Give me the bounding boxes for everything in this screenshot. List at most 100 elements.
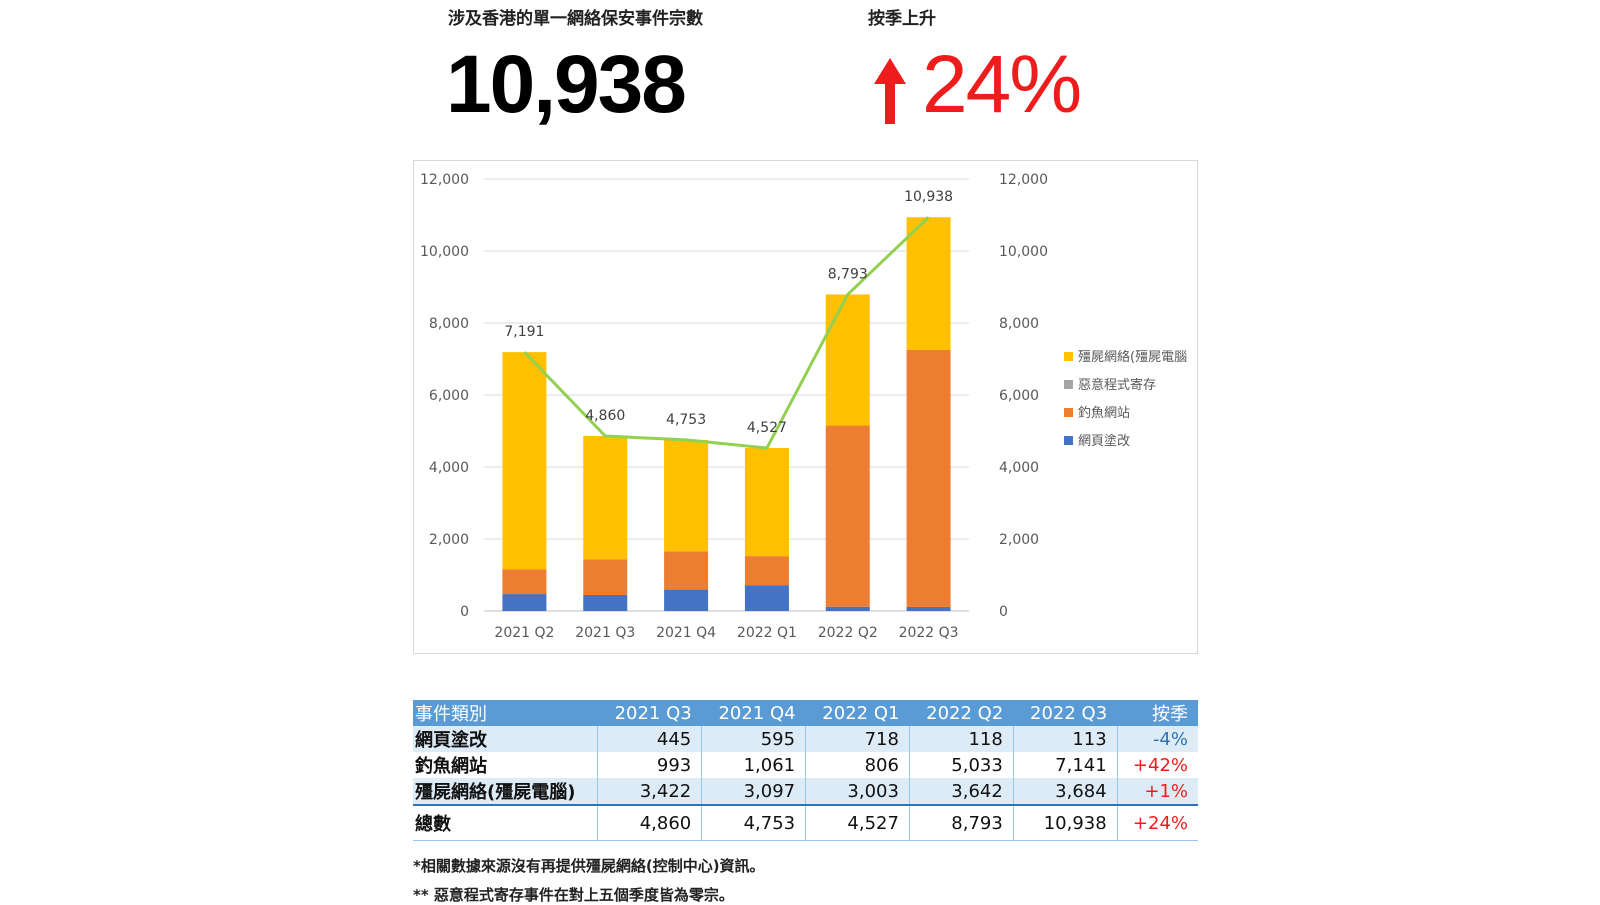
x-tick-label: 2022 Q2 [818, 625, 878, 641]
total-label: 總數 [413, 804, 599, 841]
x-tick-label: 2021 Q4 [656, 625, 716, 641]
x-tick-label: 2021 Q3 [575, 625, 635, 641]
chart-canvas: 0 0 2,000 2,000 4,000 4,000 6,000 6,000 8,000 8,0… [420, 172, 1187, 641]
table-cell: 993 [597, 752, 703, 778]
y-tick-label-right: 4,000 [999, 460, 1039, 476]
total-line [523, 216, 930, 450]
data-label: 10,938 [904, 189, 953, 205]
bar-segment [583, 559, 628, 595]
bar-segment [825, 606, 870, 611]
y-tick-label-right: 8,000 [999, 316, 1039, 332]
bar-segment [502, 594, 547, 611]
quarterly-change-label: 按季上升 [868, 9, 936, 29]
change-cell: +24% [1117, 804, 1198, 841]
data-label: 4,860 [585, 408, 625, 424]
y-tick-label-left: 10,000 [420, 244, 469, 260]
legend-label: 惡意程式寄存 [1078, 377, 1156, 393]
table-row: 殭屍網絡(殭屍電腦) 3,422 3,097 3,003 3,642 3,684… [413, 778, 1198, 805]
bar-segment [906, 217, 951, 350]
bar-segment [906, 606, 951, 611]
table-cell: 5,033 [909, 752, 1014, 778]
table-header-cell: 2022 Q1 [805, 700, 910, 726]
y-tick-label-left: 2,000 [429, 532, 469, 548]
table-cell: 10,938 [1013, 804, 1118, 841]
bar-segment [825, 425, 870, 607]
row-label: 釣魚網站 [413, 752, 599, 778]
table-cell: 3,422 [597, 778, 703, 805]
total-incidents-label: 涉及香港的單一網絡保安事件宗數 [448, 9, 703, 29]
bar-segment [583, 436, 628, 560]
bar-segment [583, 594, 628, 611]
data-label: 4,753 [666, 412, 706, 428]
up-arrow-icon [870, 56, 910, 126]
x-tick-label: 2022 Q1 [737, 625, 797, 641]
table-cell: 3,684 [1013, 778, 1118, 805]
table-total-row: 總數 4,860 4,753 4,527 8,793 10,938 +24% [413, 804, 1198, 841]
table-cell: 118 [909, 726, 1014, 752]
legend-swatch [1064, 380, 1073, 389]
data-label: 7,191 [504, 324, 544, 340]
table-row: 釣魚網站 993 1,061 806 5,033 7,141 +42% [413, 752, 1198, 778]
table-cell: 595 [701, 726, 807, 752]
bar-segment [664, 551, 709, 590]
bar-segment [664, 589, 709, 611]
table-cell: 8,793 [909, 804, 1014, 841]
bar-segment [744, 556, 789, 586]
table-cell: 3,097 [701, 778, 807, 805]
footnote-botnet: *相關數據來源沒有再提供殭屍網絡(控制中心)資訊。 [413, 857, 765, 875]
legend-swatch [1064, 408, 1073, 417]
bar-segment [502, 569, 547, 595]
table-cell: 4,860 [597, 804, 703, 841]
y-tick-label-left: 12,000 [420, 172, 469, 188]
data-label: 8,793 [828, 266, 868, 282]
change-cell: +1% [1117, 778, 1198, 805]
y-tick-label-right: 10,000 [999, 244, 1048, 260]
table-header-cell: 按季 [1117, 700, 1198, 726]
y-tick-label-left: 8,000 [429, 316, 469, 332]
legend-label: 釣魚網站 [1078, 405, 1130, 421]
table-cell: 4,527 [805, 804, 910, 841]
table-header-cell: 2022 Q3 [1013, 700, 1118, 726]
y-tick-label-right: 12,000 [999, 172, 1048, 188]
legend-label: 網頁塗改 [1078, 433, 1130, 449]
table-cell: 3,003 [805, 778, 910, 805]
x-tick-label: 2022 Q3 [899, 625, 959, 641]
data-label: 4,527 [747, 420, 787, 436]
quarterly-change-value: 24% [922, 39, 1082, 130]
table-header-cell: 2022 Q2 [909, 700, 1014, 726]
table-header-cell: 2021 Q3 [597, 700, 702, 726]
table-cell: 1,061 [701, 752, 807, 778]
table-cell: 718 [805, 726, 910, 752]
table-row: 網頁塗改 445 595 718 118 113 -4% [413, 726, 1198, 752]
y-tick-label-right: 6,000 [999, 388, 1039, 404]
bar-segment [664, 439, 709, 552]
y-tick-label-left: 4,000 [429, 460, 469, 476]
table-cell: 113 [1013, 726, 1118, 752]
row-label: 殭屍網絡(殭屍電腦) [413, 778, 599, 805]
x-tick-label: 2021 Q2 [494, 625, 554, 641]
table-cell: 3,642 [909, 778, 1014, 805]
bar-segment [502, 352, 547, 570]
change-cell: +42% [1132, 754, 1188, 776]
y-tick-label-left: 6,000 [429, 388, 469, 404]
table-cell: 806 [805, 752, 910, 778]
legend-label: 殭屍網絡(殭屍電腦 [1078, 349, 1187, 365]
table-cell: 7,141 [1013, 752, 1118, 778]
change-cell: -4% [1117, 726, 1198, 752]
footnote-malware: ** 惡意程式寄存事件在對上五個季度皆為零宗。 [413, 886, 734, 904]
incident-table: 事件類別 2021 Q3 2021 Q4 2022 Q1 2022 Q2 202… [413, 700, 1198, 841]
bar-segment [825, 294, 870, 426]
table-header-cell: 2021 Q4 [701, 700, 806, 726]
bar-segment [744, 448, 789, 557]
table-header-row: 事件類別 2021 Q3 2021 Q4 2022 Q1 2022 Q2 202… [413, 700, 1198, 726]
incident-chart: 0 0 2,000 2,000 4,000 4,000 6,000 6,000 8,000 8,0… [413, 160, 1198, 654]
table-cell: 445 [597, 726, 703, 752]
table-header-cell: 事件類別 [413, 700, 598, 726]
legend-swatch [1064, 436, 1073, 445]
bar-segment [906, 349, 951, 607]
row-label: 網頁塗改 [413, 726, 599, 752]
table-cell: 4,753 [701, 804, 807, 841]
y-tick-label-right: 2,000 [999, 532, 1039, 548]
total-incidents-value: 10,938 [446, 39, 687, 130]
bar-segment [744, 585, 789, 611]
